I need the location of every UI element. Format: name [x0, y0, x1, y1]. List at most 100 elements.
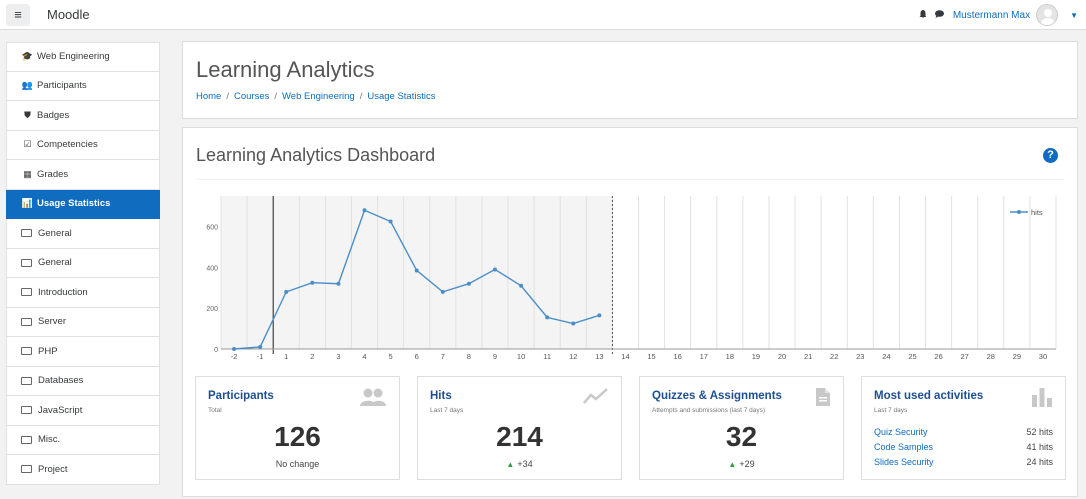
sidebar-item[interactable]: JavaScript [6, 396, 160, 426]
breadcrumb-usage-statistics[interactable]: Usage Statistics [367, 91, 436, 102]
breadcrumb-course[interactable]: Web Engineering [282, 91, 355, 102]
activity-hits: 52 hits [1026, 427, 1053, 437]
sidebar-item[interactable]: Introduction [6, 278, 160, 308]
data-point [466, 281, 471, 286]
card-footer: ▲ +29 [640, 459, 843, 469]
user-name[interactable]: Mustermann Max [952, 9, 1031, 21]
folder-icon [21, 317, 32, 326]
x-tick-label: 20 [778, 352, 786, 361]
x-tick-label: 14 [621, 352, 629, 361]
x-tick-label: 25 [908, 352, 916, 361]
data-point [284, 289, 289, 294]
users-icon [359, 387, 387, 412]
x-tick-label: 9 [493, 352, 497, 361]
card-footer: No change [196, 459, 399, 469]
sidebar-item-label: Web Engineering [37, 51, 110, 63]
bar-chart-icon: 📊 [21, 198, 34, 209]
x-tick-label: 13 [595, 352, 603, 361]
bell-icon[interactable] [918, 9, 928, 22]
card-footer: ▲ +34 [418, 459, 621, 469]
breadcrumb-separator: / [359, 91, 363, 102]
folder-icon [21, 288, 32, 297]
sidebar-item[interactable]: Misc. [6, 425, 160, 455]
sidebar-item[interactable]: Project [6, 455, 160, 485]
messages-icon[interactable] [934, 9, 945, 22]
x-tick-label: 1 [284, 352, 288, 361]
card-value: 32 [725, 421, 758, 452]
card-subtitle: Attempts and submissions (last 7 days) [652, 407, 766, 414]
page-title: Learning Analytics [196, 57, 375, 82]
sidebar-item-label: Databases [38, 375, 84, 387]
sidebar-item[interactable]: 👥 Participants [6, 71, 160, 101]
sidebar-item[interactable]: 📊 Usage Statistics [6, 189, 160, 219]
breadcrumb-home[interactable]: Home [196, 91, 222, 102]
x-tick-label: 30 [1039, 352, 1047, 361]
bar-chart-icon [1031, 387, 1053, 412]
page-header: Learning Analytics Home / Courses / Web … [182, 41, 1078, 119]
sidebar-item[interactable]: Server [6, 307, 160, 337]
sidebar-item-label: Grades [37, 168, 69, 180]
breadcrumb-separator: / [274, 91, 277, 102]
data-point [310, 280, 315, 285]
x-tick-label: -2 [231, 352, 238, 361]
card-value: 214 [496, 421, 543, 452]
site-brand[interactable]: Moodle [47, 7, 90, 22]
breadcrumb-courses[interactable]: Courses [233, 91, 270, 102]
x-tick-label: 18 [726, 352, 734, 361]
trend-up-icon: ▲ [506, 460, 515, 469]
x-tick-label: 15 [647, 352, 655, 361]
data-point [336, 281, 341, 286]
sidebar-item[interactable]: ☑ Competencies [6, 130, 160, 160]
sidebar-item[interactable]: General [6, 219, 160, 249]
sidebar-item[interactable]: ⛊ Badges [6, 101, 160, 131]
x-tick-label: 4 [362, 352, 366, 361]
x-tick-label: 17 [700, 352, 708, 361]
data-point [440, 289, 445, 294]
breadcrumb-separator: / [226, 91, 229, 102]
users-icon: 👥 [21, 80, 34, 91]
card-change: +29 [739, 459, 755, 469]
x-tick-label: 8 [467, 352, 471, 361]
activity-link[interactable]: Code Samples [874, 442, 934, 452]
card-change: No change [275, 459, 320, 469]
document-icon [815, 387, 831, 412]
sidebar-item[interactable]: Databases [6, 366, 160, 396]
help-icon[interactable]: ? [1043, 148, 1058, 163]
data-point [597, 313, 602, 318]
sidebar-item-label: General [38, 257, 72, 269]
sidebar-item-label: Competencies [37, 139, 98, 151]
activity-link[interactable]: Quiz Security [874, 427, 928, 437]
shield-icon: ⛊ [24, 109, 31, 120]
x-tick-label: 10 [517, 352, 525, 361]
sidebar-item[interactable]: 🎓 Web Engineering [6, 42, 160, 72]
menu-toggle-button[interactable]: ≡ [6, 4, 30, 26]
x-tick-label: 21 [804, 352, 812, 361]
sidebar-item-label: Server [38, 316, 66, 328]
list-item: Quiz Security 52 hits [874, 427, 1053, 442]
x-tick-label: 23 [856, 352, 864, 361]
card-subtitle: Total [208, 407, 222, 414]
data-point [519, 283, 524, 288]
sidebar-item[interactable]: PHP [6, 337, 160, 367]
x-tick-label: -1 [257, 352, 264, 361]
sidebar-item[interactable]: ▦ Grades [6, 160, 160, 190]
data-point [388, 219, 393, 224]
data-point [571, 321, 576, 326]
legend-marker [1017, 210, 1021, 214]
sidebar-item[interactable]: General [6, 248, 160, 278]
sidebar-item-label: Misc. [38, 434, 61, 446]
x-tick-label: 5 [389, 352, 393, 361]
divider [196, 179, 1064, 180]
x-tick-label: 2 [310, 352, 314, 361]
y-tick-label: 200 [206, 306, 218, 313]
x-tick-label: 7 [441, 352, 445, 361]
folder-icon [21, 258, 32, 267]
x-tick-label: 16 [673, 352, 681, 361]
activity-link[interactable]: Slides Security [874, 457, 934, 467]
folder-icon [21, 406, 32, 415]
activity-hits: 24 hits [1026, 457, 1053, 467]
avatar[interactable] [1036, 4, 1059, 26]
chevron-down-icon[interactable]: ▼ [1070, 10, 1078, 20]
graduation-cap-icon: 🎓 [21, 51, 34, 62]
